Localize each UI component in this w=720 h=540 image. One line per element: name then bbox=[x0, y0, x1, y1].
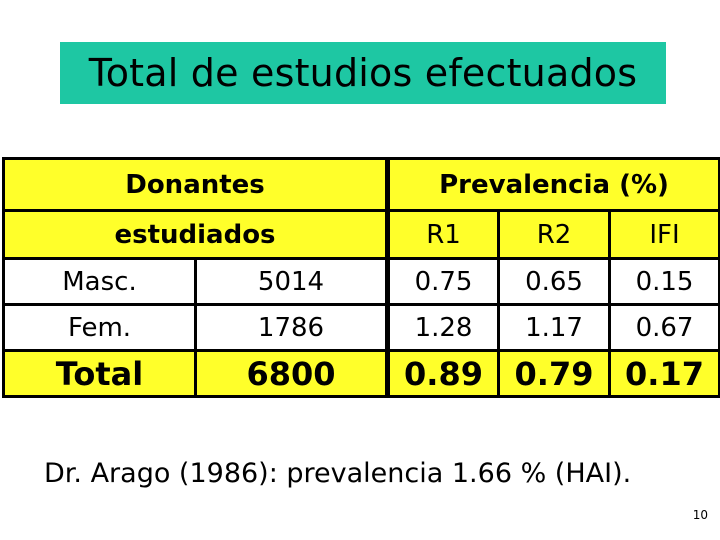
table-row: Fem. 1786 1.28 1.17 0.67 bbox=[2, 303, 720, 352]
footer-note: Dr. Arago (1986): prevalencia 1.66 % (HA… bbox=[44, 458, 632, 489]
row-label: Masc. bbox=[2, 257, 197, 306]
row-ifi: 0.15 bbox=[608, 257, 720, 306]
subheader-r2: R2 bbox=[497, 209, 612, 260]
header-donors-line2: estudiados bbox=[1, 209, 390, 260]
row-label: Fem. bbox=[2, 303, 197, 352]
row-r1: 0.75 bbox=[385, 257, 501, 306]
slide-title: Total de estudios efectuados bbox=[88, 51, 638, 95]
row-donors: 5014 bbox=[193, 257, 390, 306]
subheader-ifi: IFI bbox=[608, 209, 720, 260]
total-r1: 0.89 bbox=[385, 349, 501, 398]
table-row: Masc. 5014 0.75 0.65 0.15 bbox=[2, 257, 720, 306]
total-donors: 6800 bbox=[193, 349, 390, 398]
prevalence-table: Donantes Prevalencia (%) estudiados R1 R… bbox=[1, 157, 720, 398]
total-r2: 0.79 bbox=[497, 349, 612, 398]
total-row: Total 6800 0.89 0.79 0.17 bbox=[2, 349, 720, 398]
row-r2: 1.17 bbox=[497, 303, 612, 352]
header-prevalence: Prevalencia (%) bbox=[385, 157, 720, 212]
row-donors: 1786 bbox=[193, 303, 390, 352]
row-r2: 0.65 bbox=[497, 257, 612, 306]
slide-number: 10 bbox=[692, 508, 708, 522]
total-label: Total bbox=[2, 349, 197, 398]
header-donors-line1: Donantes bbox=[1, 157, 390, 212]
subheader-r1: R1 bbox=[385, 209, 501, 260]
slide-title-box: Total de estudios efectuados bbox=[60, 42, 666, 104]
row-r1: 1.28 bbox=[385, 303, 501, 352]
row-ifi: 0.67 bbox=[608, 303, 720, 352]
total-ifi: 0.17 bbox=[608, 349, 720, 398]
